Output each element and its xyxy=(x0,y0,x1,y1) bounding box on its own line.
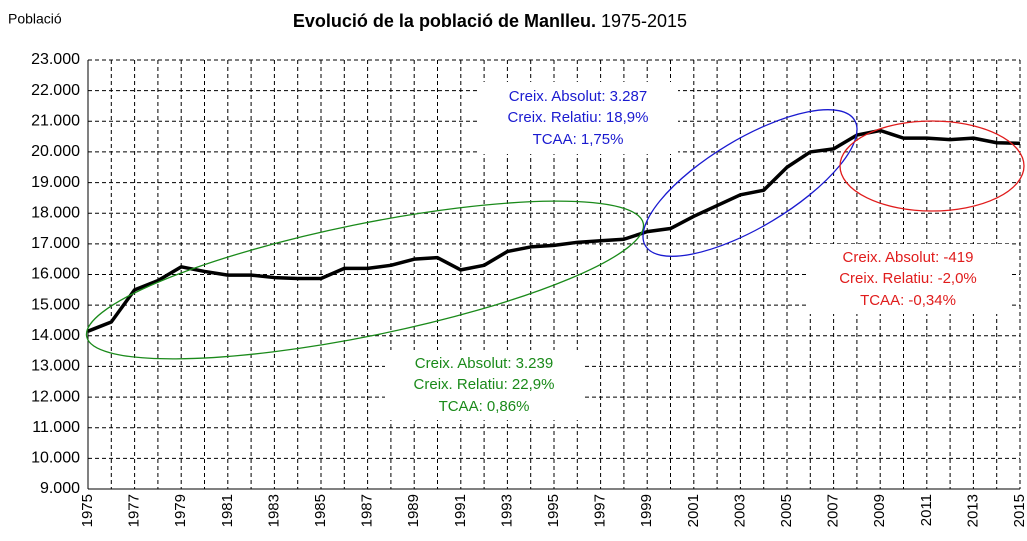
y-tick-label: 23.000 xyxy=(31,51,80,68)
x-tick-label: 2001 xyxy=(685,494,702,527)
x-tick-label: 1993 xyxy=(498,494,515,527)
x-tick-label: 1977 xyxy=(126,494,143,527)
annotation: TCAA: 0,86% xyxy=(439,398,530,415)
y-tick-label: 13.000 xyxy=(31,358,80,375)
annotation: TCAA: 1,75% xyxy=(533,131,624,148)
x-tick-label: 2011 xyxy=(918,494,935,526)
annotation: Creix. Relatiu: 22,9% xyxy=(414,376,555,393)
annotation-box xyxy=(385,350,585,420)
highlight-ellipse xyxy=(85,200,645,360)
x-tick-label: 1979 xyxy=(172,494,189,527)
x-tick-label: 1995 xyxy=(545,494,562,527)
x-tick-label: 1981 xyxy=(219,494,236,527)
x-tick-label: 2013 xyxy=(964,494,981,527)
x-tick-label: 1991 xyxy=(452,494,469,527)
x-tick-label: 1985 xyxy=(312,494,329,527)
y-tick-label: 20.000 xyxy=(31,143,80,160)
y-tick-label: 19.000 xyxy=(31,174,80,191)
x-tick-label: 1987 xyxy=(359,494,376,527)
x-tick-label: 2005 xyxy=(778,494,795,527)
y-tick-label: 14.000 xyxy=(31,327,80,344)
x-tick-label: 2009 xyxy=(871,494,888,527)
annotation: Creix. Absolut: 3.239 xyxy=(415,355,553,372)
x-tick-label: 2003 xyxy=(731,494,748,527)
x-tick-label: 2015 xyxy=(1011,494,1027,527)
y-axis-label: Població xyxy=(8,11,62,27)
annotation-box xyxy=(808,244,1010,314)
annotation: Creix. Relatiu: 18,9% xyxy=(508,109,649,126)
chart-title: Evolució de la població de Manlleu. 1975… xyxy=(293,11,687,31)
x-tick-label: 1983 xyxy=(265,494,282,527)
annotation: Creix. Relatiu: -2,0% xyxy=(839,270,977,287)
annotation: Creix. Absolut: -419 xyxy=(843,249,974,266)
y-tick-label: 11.000 xyxy=(32,419,80,436)
y-tick-label: 22.000 xyxy=(31,82,80,99)
highlight-ellipse xyxy=(642,109,858,257)
x-tick-label: 1975 xyxy=(79,494,96,527)
annotation-box xyxy=(478,82,678,154)
highlight-ellipse xyxy=(839,120,1025,212)
x-tick-label: 1997 xyxy=(592,494,609,527)
y-tick-label: 16.000 xyxy=(31,266,80,283)
y-tick-label: 12.000 xyxy=(31,388,80,405)
annotation: Creix. Absolut: 3.287 xyxy=(509,88,647,105)
x-tick-label: 1989 xyxy=(405,494,422,527)
y-tick-label: 21.000 xyxy=(31,113,80,130)
title: Evolució de la població de Manlleu. xyxy=(293,11,596,31)
subtitle: 1975-2015 xyxy=(601,11,687,31)
x-tick-label: 2007 xyxy=(825,494,842,527)
data-line xyxy=(87,128,1021,333)
y-tick-label: 17.000 xyxy=(31,235,80,252)
y-tick-label: 9.000 xyxy=(40,480,80,497)
y-tick-label: 10.000 xyxy=(31,450,80,467)
annotation: TCAA: -0,34% xyxy=(860,292,956,309)
y-tick-label: 18.000 xyxy=(31,204,80,221)
x-tick-label: 1999 xyxy=(638,494,655,527)
y-tick-label: 15.000 xyxy=(31,296,80,313)
